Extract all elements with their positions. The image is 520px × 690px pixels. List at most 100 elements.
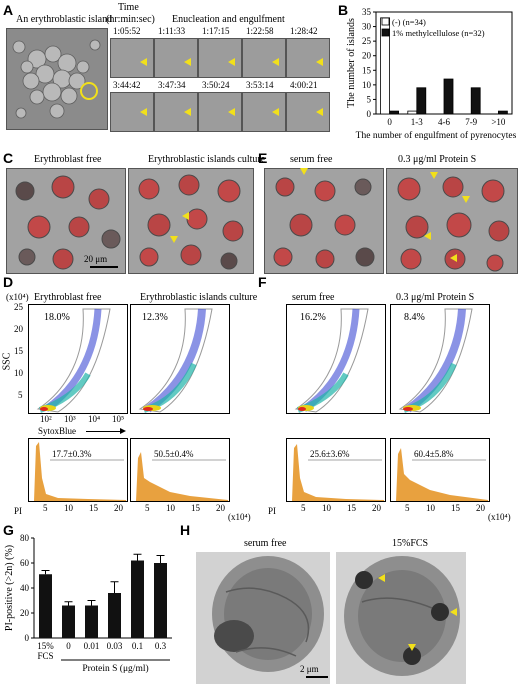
c-scale-bar-line bbox=[90, 266, 118, 268]
b-legend-label: (-) (n=34) bbox=[392, 17, 426, 27]
bar-chart-islands: 0 5 10 15 20 25 30 35 0 1-3 4-6 7-9 >10 The number of… bbox=[346, 7, 517, 141]
c-right-title: Erythroblastic islands culture bbox=[148, 154, 266, 165]
row1-time-5: 1:28:42 bbox=[290, 26, 318, 36]
f-hist-right-value: 60.4±5.8% bbox=[414, 449, 454, 459]
row2-time-4: 3:53:14 bbox=[246, 80, 274, 90]
d-xtick-2: 10³ bbox=[64, 414, 76, 424]
c-left-title: Erythroblast free bbox=[34, 154, 102, 165]
panel-d-label: D bbox=[3, 274, 14, 290]
g-ylabel: PI-positive (>2n) (%) bbox=[4, 545, 15, 631]
arrow-icon bbox=[450, 608, 457, 616]
d-hist-xtick-5: 5 bbox=[43, 503, 48, 513]
f-hist-ylabel: PI bbox=[268, 506, 277, 516]
row2-time-3: 3:50:24 bbox=[202, 80, 230, 90]
d-hist-rxtick-20: 20 bbox=[216, 503, 225, 513]
g-xtick-label: 0 bbox=[66, 641, 71, 651]
frame-r1-5 bbox=[286, 38, 330, 78]
d-left-flow-plot bbox=[28, 304, 128, 414]
b-ytick-label: 10 bbox=[362, 80, 372, 90]
d-xtick-4: 10⁵ bbox=[112, 414, 125, 424]
d-xtick-1: 10² bbox=[40, 414, 52, 424]
b-ytick-label: 30 bbox=[362, 22, 372, 32]
f-right-title: 0.3 μg/ml Protein S bbox=[396, 292, 475, 303]
d-right-flow-plot bbox=[130, 304, 230, 414]
b-xtick-label: 7-9 bbox=[465, 117, 477, 127]
b-bar-methylcellulose bbox=[416, 87, 427, 115]
arrow-icon bbox=[408, 644, 416, 651]
panel-h-label: H bbox=[180, 522, 191, 538]
g-xtick-label: 0.03 bbox=[107, 641, 123, 651]
panel-g-label: G bbox=[3, 522, 14, 538]
panel-c-label: C bbox=[3, 150, 14, 166]
h-right-em-image bbox=[336, 552, 466, 684]
arrow-icon bbox=[228, 108, 235, 116]
g-bar bbox=[39, 574, 52, 638]
arrow-icon bbox=[170, 236, 178, 243]
d-ytick-10: 10 bbox=[14, 368, 23, 378]
frame-r2-4 bbox=[242, 92, 286, 132]
g-bar bbox=[131, 560, 144, 638]
b-ytick-label: 25 bbox=[362, 36, 372, 46]
arrow-icon bbox=[430, 172, 438, 179]
e-left-title: serum free bbox=[290, 154, 333, 165]
frame-r2-2 bbox=[154, 92, 198, 132]
panel-f-label: F bbox=[258, 274, 267, 290]
f-right-flow-plot bbox=[390, 304, 490, 414]
f-hist-rxtick-10: 10 bbox=[426, 503, 435, 513]
c-left-cells bbox=[7, 169, 125, 273]
g-ytick-label: 80 bbox=[20, 533, 30, 543]
arrow-icon bbox=[182, 212, 189, 220]
f-hist-xtick-5: 5 bbox=[301, 503, 306, 513]
arrow-icon bbox=[424, 232, 431, 240]
b-bar-control bbox=[407, 110, 418, 115]
g-xlabel: Protein S (μg/ml) bbox=[82, 663, 148, 674]
b-ytick-label: 5 bbox=[367, 94, 372, 104]
b-xtick-label: 4-6 bbox=[438, 117, 450, 127]
row1-time-3: 1:17:15 bbox=[202, 26, 230, 36]
d-ytick-20: 20 bbox=[14, 324, 23, 334]
b-bar-methylcellulose bbox=[470, 87, 481, 115]
row1-time-4: 1:22:58 bbox=[246, 26, 274, 36]
d-left-title: Erythroblast free bbox=[34, 292, 102, 303]
f-left-title: serum free bbox=[292, 292, 335, 303]
f-hist-rxtick-5: 5 bbox=[405, 503, 410, 513]
g-bar bbox=[154, 563, 167, 638]
d-hist-xunit: (x10⁴) bbox=[228, 512, 251, 522]
island-title: An erythroblastic island bbox=[16, 14, 113, 25]
f-hist-xtick-20: 20 bbox=[372, 503, 381, 513]
b-bar-methylcellulose bbox=[389, 110, 399, 115]
b-ytick-label: 0 bbox=[367, 109, 372, 119]
b-ytick-label: 20 bbox=[362, 51, 372, 61]
d-hist-rxtick-5: 5 bbox=[145, 503, 150, 513]
f-hist-rxtick-15: 15 bbox=[451, 503, 460, 513]
island-micrograph bbox=[6, 28, 108, 130]
frame-r2-3 bbox=[198, 92, 242, 132]
arrow-icon bbox=[184, 108, 191, 116]
arrow-icon bbox=[378, 574, 385, 582]
d-right-histogram bbox=[130, 438, 230, 502]
d-hist-rxtick-10: 10 bbox=[166, 503, 175, 513]
island-cells bbox=[7, 29, 107, 129]
arrow-icon bbox=[462, 196, 470, 203]
d-ytick-25: 25 bbox=[14, 302, 23, 312]
b-xlabel: The number of engulfment of pyrenocytes bbox=[356, 130, 517, 141]
frame-r1-3 bbox=[198, 38, 242, 78]
b-xtick-label: >10 bbox=[491, 117, 506, 127]
frame-r1-4 bbox=[242, 38, 286, 78]
b-bar-methylcellulose bbox=[443, 78, 454, 115]
b-ytick-label: 35 bbox=[362, 7, 372, 17]
g-xtick-label: FCS bbox=[37, 651, 53, 661]
g-xtick-label: 0.3 bbox=[155, 641, 167, 651]
f-hist-xunit: (x10⁴) bbox=[488, 512, 511, 522]
frame-r1-1 bbox=[110, 38, 154, 78]
panel-a-label: A bbox=[3, 2, 14, 18]
arrow-icon bbox=[316, 108, 323, 116]
arrow-icon bbox=[272, 58, 279, 66]
h-scale-bar-label: 2 μm bbox=[300, 664, 319, 674]
d-hist-xtick-15: 15 bbox=[89, 503, 98, 513]
h-left-em-image bbox=[196, 552, 330, 684]
d-hist-rxtick-15: 15 bbox=[191, 503, 200, 513]
c-scale-bar-label: 20 μm bbox=[84, 254, 108, 264]
frame-r2-5 bbox=[286, 92, 330, 132]
arrow-icon bbox=[228, 58, 235, 66]
